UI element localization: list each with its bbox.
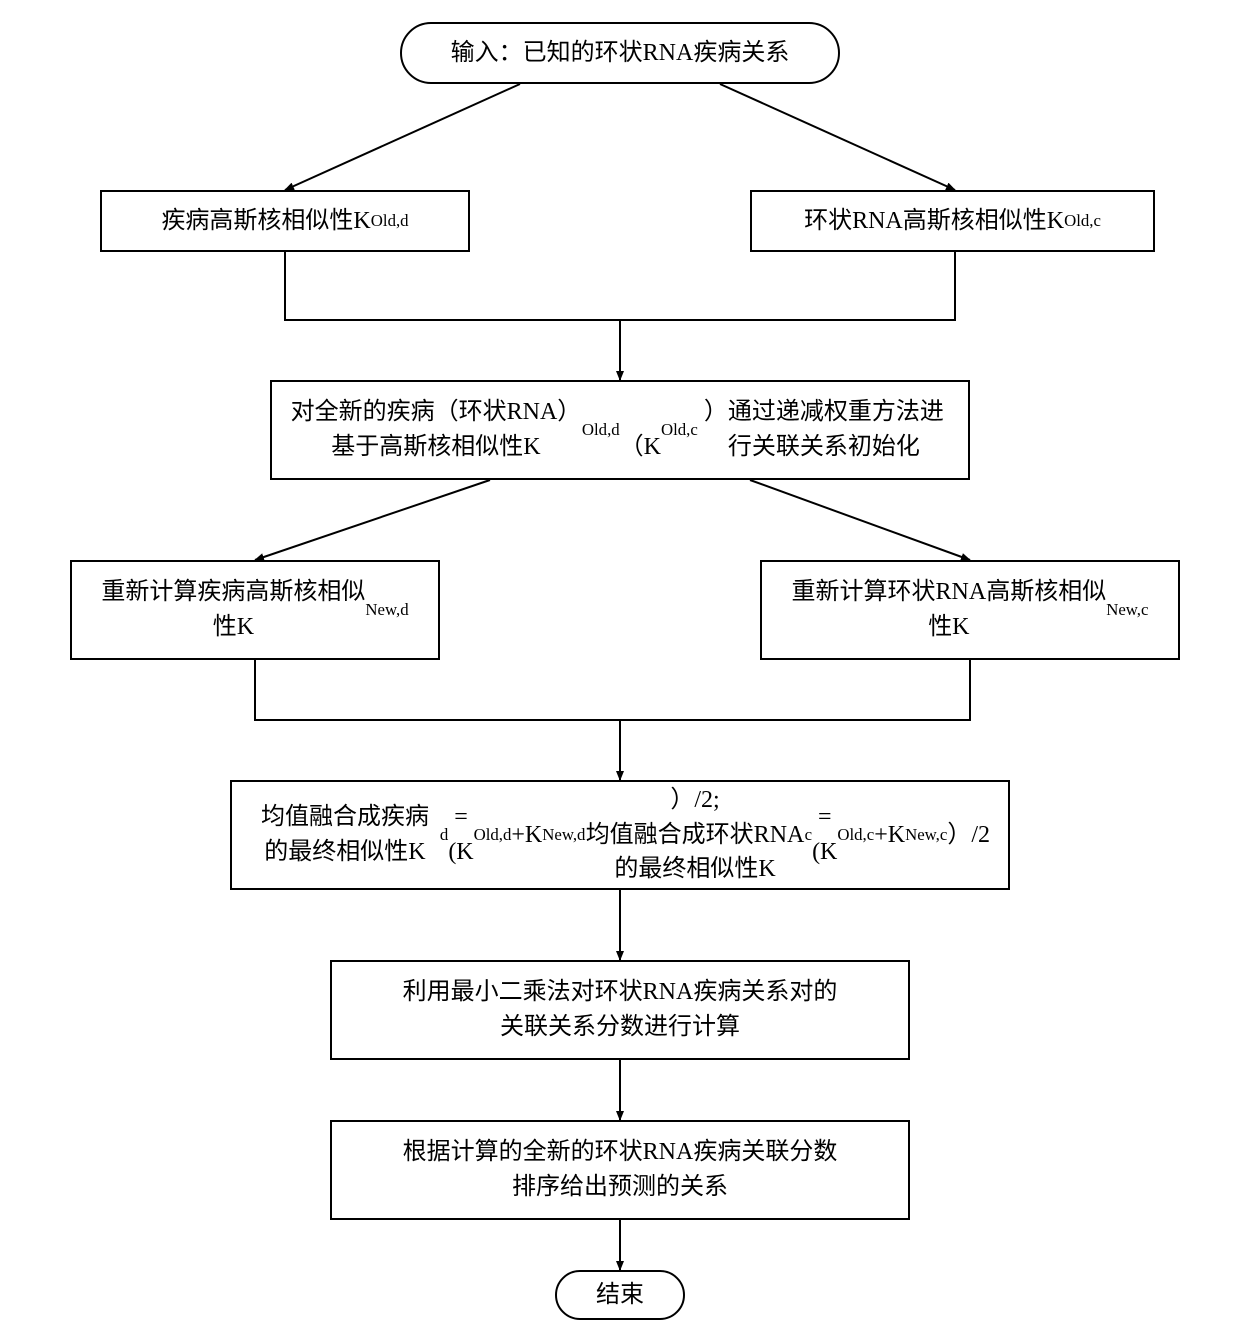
flow-disease-gauss-old: 疾病高斯核相似性KOld,d xyxy=(100,190,470,252)
flow-circrna-gauss-new: 重新计算环状RNA高斯核相似性KNew,c xyxy=(760,560,1180,660)
flow-least-squares: 利用最小二乘法对环状RNA疾病关系对的关联关系分数进行计算 xyxy=(330,960,910,1060)
flow-circrna-gauss-old: 环状RNA高斯核相似性KOld,c xyxy=(750,190,1155,252)
flow-mean-fuse: 均值融合成疾病的最终相似性Kd=(KOld,d+KNew,d）/2;均值融合成环… xyxy=(230,780,1010,890)
flow-start: 输入：已知的环状RNA疾病关系 xyxy=(400,22,840,84)
flow-end: 结束 xyxy=(555,1270,685,1320)
flow-rank-output: 根据计算的全新的环状RNA疾病关联分数排序给出预测的关系 xyxy=(330,1120,910,1220)
flow-init-weights: 对全新的疾病（环状RNA）基于高斯核相似性KOld,d（KOld,c）通过递减权… xyxy=(270,380,970,480)
flow-disease-gauss-new: 重新计算疾病高斯核相似性KNew,d xyxy=(70,560,440,660)
